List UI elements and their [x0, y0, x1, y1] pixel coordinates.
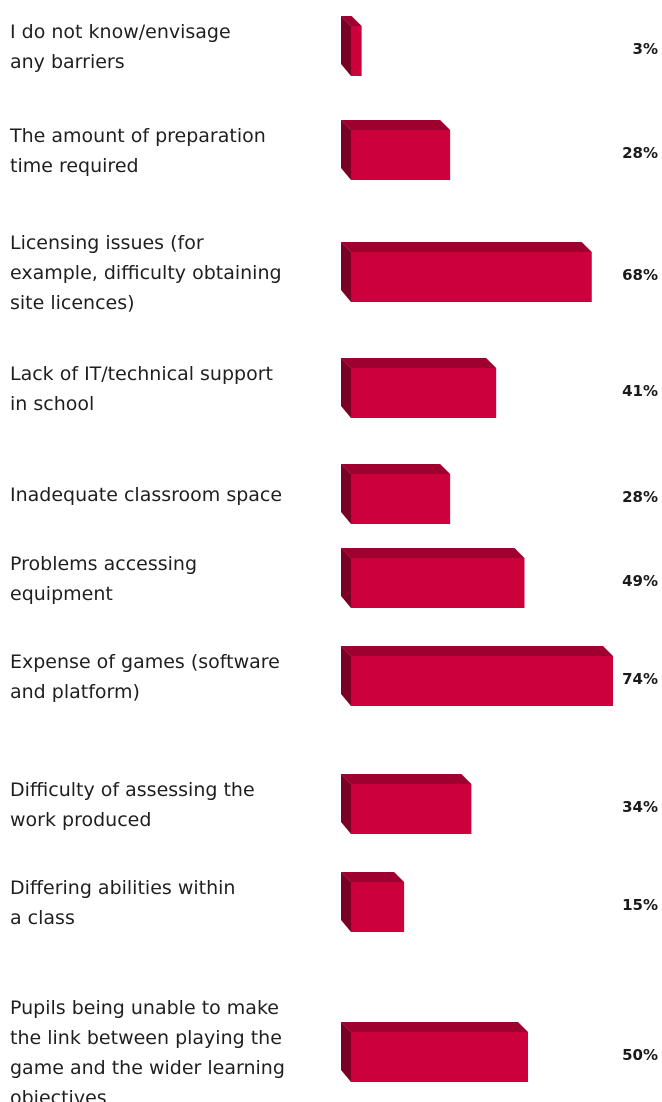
category-label: Problems accessing equipment: [10, 553, 197, 605]
category-label-line: Expense of games (software: [10, 651, 280, 673]
category-label: Inadequate classroom space: [10, 484, 282, 506]
category-label-line: Licensing issues (for: [10, 232, 204, 254]
category-label-line: Difficulty of assessing the: [10, 779, 255, 801]
bar-group: [341, 242, 592, 302]
bar: [351, 1032, 529, 1082]
bar-side: [341, 464, 351, 524]
bar-top: [341, 774, 472, 784]
category-label-line: game and the wider learning: [10, 1057, 285, 1079]
bar: [351, 656, 613, 706]
bar-side: [341, 16, 351, 76]
category-label: I do not know/envisage any barriers: [10, 21, 231, 73]
bar: [351, 26, 362, 76]
category-label-line: in school: [10, 393, 94, 415]
bar-side: [341, 872, 351, 932]
value-label: 28%: [622, 144, 658, 162]
bar-group: [341, 16, 362, 76]
bar-top: [341, 548, 525, 558]
value-label: 68%: [622, 266, 658, 284]
category-label-line: the link between playing the: [10, 1027, 282, 1049]
category-label-line: site licences): [10, 292, 135, 314]
category-label-line: Inadequate classroom space: [10, 484, 282, 506]
value-label: 34%: [622, 798, 658, 816]
bar: [351, 882, 405, 932]
bar-top: [341, 872, 405, 882]
value-label: 41%: [622, 382, 658, 400]
category-label-line: I do not know/envisage: [10, 21, 231, 43]
category-label: Difficulty of assessing the work produced: [10, 779, 255, 831]
bar: [351, 558, 525, 608]
bar-top: [341, 1022, 529, 1032]
category-label-line: Lack of IT/technical support: [10, 363, 273, 385]
bar-top: [341, 646, 613, 656]
category-label-line: equipment: [10, 583, 113, 605]
category-label: Expense of games (software and platform): [10, 651, 280, 703]
bar-side: [341, 774, 351, 834]
bar: [351, 252, 592, 302]
bar: [351, 130, 451, 180]
category-label-line: any barriers: [10, 51, 125, 73]
bar-group: [341, 358, 497, 418]
category-label: Lack of IT/technical support in school: [10, 363, 273, 415]
category-label-line: work produced: [10, 809, 151, 831]
category-label-line: objectives: [10, 1087, 107, 1102]
value-label: 28%: [622, 488, 658, 506]
bar: [351, 368, 497, 418]
bar-top: [341, 464, 451, 474]
bar-group: [341, 120, 451, 180]
bar-group: [341, 646, 613, 706]
bar-side: [341, 358, 351, 418]
bar: [351, 784, 472, 834]
category-label: The amount of preparation time required: [9, 125, 266, 177]
bar-side: [341, 1022, 351, 1082]
bar-side: [341, 548, 351, 608]
category-label: Differing abilities within a class: [10, 877, 235, 929]
bar-group: [341, 548, 525, 608]
bar-group: [341, 1022, 529, 1082]
value-label: 49%: [622, 572, 658, 590]
bar-group: [341, 872, 405, 932]
value-label: 74%: [622, 670, 658, 688]
category-label-line: time required: [10, 155, 139, 177]
bar-side: [341, 646, 351, 706]
category-label-line: example, difficulty obtaining: [10, 262, 282, 284]
value-label: 15%: [622, 896, 658, 914]
category-label-line: The amount of preparation: [9, 125, 266, 147]
bar-top: [341, 120, 451, 130]
category-label-line: and platform): [10, 681, 140, 703]
bar-top: [341, 242, 592, 252]
bar-group: [341, 464, 451, 524]
value-label: 3%: [633, 40, 658, 58]
category-label-line: a class: [10, 907, 75, 929]
bar-top: [341, 358, 497, 368]
bar-group: [341, 774, 472, 834]
category-label-line: Differing abilities within: [10, 877, 235, 899]
bar-top: [341, 16, 362, 26]
bar: [351, 474, 451, 524]
category-label-line: Pupils being unable to make: [10, 997, 279, 1019]
value-label: 50%: [622, 1046, 658, 1064]
bar-side: [341, 120, 351, 180]
category-label-line: Problems accessing: [10, 553, 197, 575]
category-label: Licensing issues (for example, difficulty…: [10, 232, 282, 314]
category-label: Pupils being unable to make the link betw…: [10, 997, 285, 1102]
bar-side: [341, 242, 351, 302]
